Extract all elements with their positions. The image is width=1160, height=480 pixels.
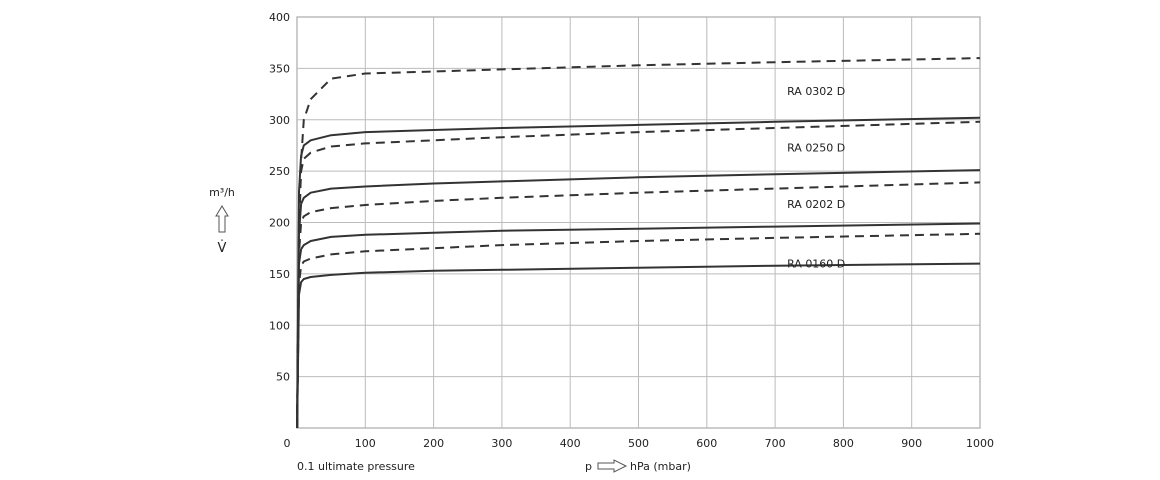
series-line-4-solid — [296, 169, 981, 429]
model-label: RA 0160 D — [787, 258, 845, 271]
x-axis-label: p — [585, 460, 592, 473]
y-tick-label: 200 — [269, 217, 290, 230]
x-tick-label: 400 — [560, 437, 581, 450]
x-tick-label: 900 — [901, 437, 922, 450]
x-tick-label: 300 — [491, 437, 512, 450]
arrow-up-icon — [215, 205, 229, 233]
x-unit-label: hPa (mbar) — [630, 460, 691, 473]
series-line-2-solid — [296, 116, 981, 429]
series-line-7-dashed — [296, 232, 981, 429]
series-line-1-dashed — [296, 57, 981, 429]
series-line-6-solid — [296, 222, 981, 429]
series-line-8-solid — [296, 262, 981, 429]
x-tick-label: 600 — [696, 437, 717, 450]
x-tick-label: 700 — [765, 437, 786, 450]
annotations: RA 0302 D RA 0250 D RA 0202 D RA 0160 D — [787, 85, 845, 271]
series-line-3-dashed — [296, 120, 981, 429]
y-tick-label: 250 — [269, 165, 290, 178]
model-label: RA 0250 D — [787, 141, 845, 154]
arrow-right-icon — [597, 459, 628, 473]
x-note: 0.1 ultimate pressure — [297, 460, 415, 473]
plot-frame — [296, 16, 981, 429]
y-axis-label: V̇ — [218, 241, 227, 256]
model-label: RA 0302 D — [787, 85, 845, 98]
tick-labels: 0 100 200 300 400 500 600 700 800 900 1000 50 100 150… — [269, 11, 994, 450]
grid — [296, 16, 981, 429]
x-tick-label: 500 — [628, 437, 649, 450]
y-tick-label: 350 — [269, 62, 290, 75]
y-unit-label: m³/h — [209, 186, 235, 199]
y-tick-label: 400 — [269, 11, 290, 24]
y-tick-label: 300 — [269, 114, 290, 127]
x-tick-label: 1000 — [966, 437, 994, 450]
x-tick-label: 800 — [833, 437, 854, 450]
y-tick-label: 50 — [276, 371, 290, 384]
series-group — [296, 57, 981, 429]
model-label: RA 0202 D — [787, 198, 845, 211]
series-line-5-dashed — [296, 181, 981, 429]
x-tick-label: 0 — [284, 437, 291, 450]
x-tick-label: 200 — [423, 437, 444, 450]
y-tick-label: 100 — [269, 319, 290, 332]
x-tick-label: 100 — [355, 437, 376, 450]
y-tick-label: 150 — [269, 268, 290, 281]
